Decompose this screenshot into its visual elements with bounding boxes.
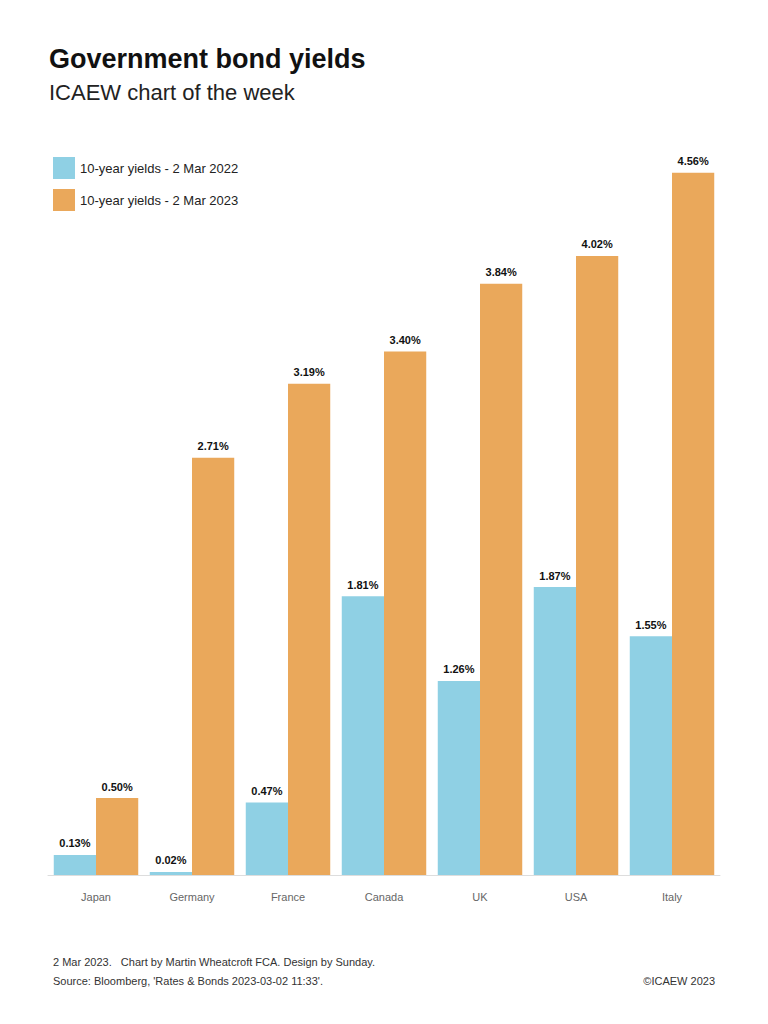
svg-text:UK: UK: [472, 891, 488, 903]
svg-text:USA: USA: [565, 891, 588, 903]
svg-text:©ICAEW 2023: ©ICAEW 2023: [643, 975, 715, 987]
svg-text:1.87%: 1.87%: [539, 570, 570, 582]
svg-text:Source: Bloomberg, 'Rates & Bo: Source: Bloomberg, 'Rates & Bonds 2023-0…: [53, 975, 323, 987]
svg-text:2.71%: 2.71%: [198, 440, 229, 452]
svg-text:4.56%: 4.56%: [678, 155, 709, 167]
svg-text:4.02%: 4.02%: [582, 238, 613, 250]
svg-text:Germany: Germany: [169, 891, 215, 903]
svg-text:France: France: [271, 891, 305, 903]
svg-text:2 Mar 2023. Chart by Martin: 2 Mar 2023. Chart by Martin Wheatcroft F…: [53, 956, 375, 968]
svg-text:0.02%: 0.02%: [155, 854, 186, 866]
svg-text:10-year yields - 2 Mar 2022: 10-year yields - 2 Mar 2022: [80, 161, 238, 176]
svg-text:0.50%: 0.50%: [102, 781, 133, 793]
svg-text:1.55%: 1.55%: [635, 619, 666, 631]
svg-text:3.84%: 3.84%: [486, 266, 517, 278]
svg-text:Government bond yields: Government bond yields: [49, 44, 366, 74]
svg-text:0.47%: 0.47%: [251, 785, 282, 797]
svg-text:1.81%: 1.81%: [347, 579, 378, 591]
svg-text:1.26%: 1.26%: [443, 663, 474, 675]
svg-text:3.40%: 3.40%: [390, 334, 421, 346]
svg-text:10-year yields - 2 Mar 2023: 10-year yields - 2 Mar 2023: [80, 193, 238, 208]
svg-text:Italy: Italy: [662, 891, 683, 903]
svg-text:Canada: Canada: [365, 891, 404, 903]
svg-text:ICAEW chart of the week: ICAEW chart of the week: [49, 80, 296, 105]
svg-text:Japan: Japan: [81, 891, 111, 903]
svg-text:3.19%: 3.19%: [294, 366, 325, 378]
svg-text:0.13%: 0.13%: [59, 837, 90, 849]
